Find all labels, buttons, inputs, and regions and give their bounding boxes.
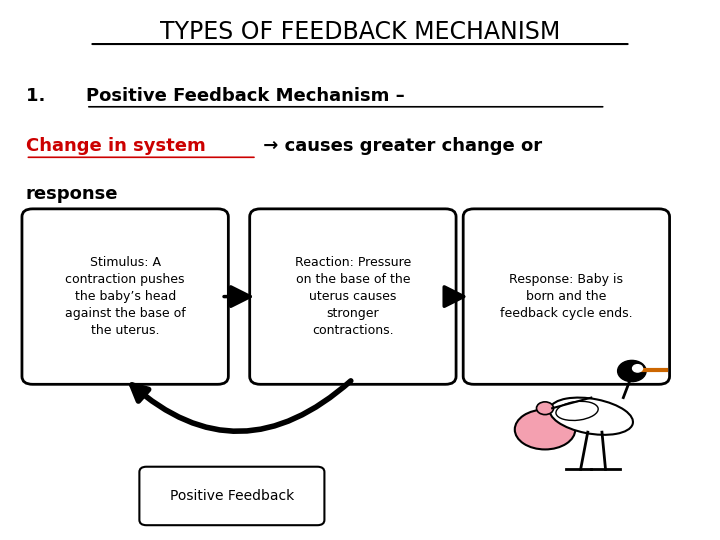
FancyBboxPatch shape: [140, 467, 325, 525]
Text: 1.: 1.: [25, 86, 58, 105]
Text: Positive Feedback: Positive Feedback: [170, 489, 294, 503]
Circle shape: [618, 360, 646, 382]
Text: Response: Baby is
born and the
feedback cycle ends.: Response: Baby is born and the feedback …: [500, 273, 633, 320]
Ellipse shape: [549, 397, 633, 435]
Ellipse shape: [556, 401, 598, 421]
Text: Reaction: Pressure
on the base of the
uterus causes
stronger
contractions.: Reaction: Pressure on the base of the ut…: [294, 256, 411, 337]
Circle shape: [633, 364, 642, 372]
Text: Positive Feedback Mechanism –: Positive Feedback Mechanism –: [86, 86, 405, 105]
Text: Change in system: Change in system: [25, 137, 205, 155]
FancyBboxPatch shape: [250, 209, 456, 384]
Text: response: response: [25, 185, 118, 203]
Text: → causes greater change or: → causes greater change or: [257, 137, 542, 155]
Ellipse shape: [515, 409, 575, 449]
FancyBboxPatch shape: [22, 209, 228, 384]
FancyBboxPatch shape: [463, 209, 670, 384]
Text: TYPES OF FEEDBACK MECHANISM: TYPES OF FEEDBACK MECHANISM: [160, 20, 560, 44]
Text: Stimulus: A
contraction pushes
the baby’s head
against the base of
the uterus.: Stimulus: A contraction pushes the baby’…: [65, 256, 186, 337]
Circle shape: [536, 402, 554, 415]
